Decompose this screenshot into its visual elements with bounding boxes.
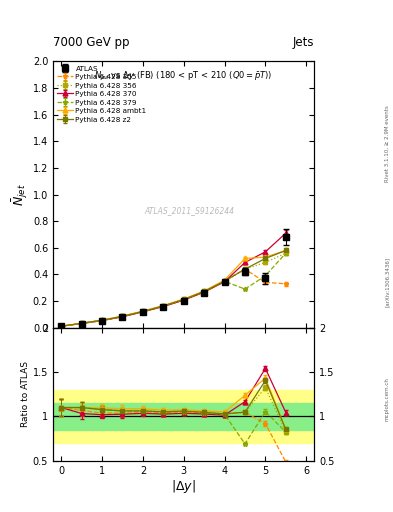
- Text: $N_{jet}$ vs $\Delta y$ (FB) (180 < pT < 210 ($Q0=\bar{p}T$)): $N_{jet}$ vs $\Delta y$ (FB) (180 < pT <…: [94, 70, 273, 82]
- Text: [arXiv:1306.3436]: [arXiv:1306.3436]: [385, 257, 389, 307]
- X-axis label: $|\Delta y|$: $|\Delta y|$: [171, 478, 196, 496]
- Bar: [53, 403, 314, 430]
- Legend: ATLAS, Pythia 6.428 355, Pythia 6.428 356, Pythia 6.428 370, Pythia 6.428 379, P: ATLAS, Pythia 6.428 355, Pythia 6.428 35…: [55, 63, 148, 124]
- Text: Jets: Jets: [293, 36, 314, 49]
- Text: Rivet 3.1.10, ≥ 2.9M events: Rivet 3.1.10, ≥ 2.9M events: [385, 105, 389, 182]
- Y-axis label: Ratio to ATLAS: Ratio to ATLAS: [21, 361, 30, 427]
- Text: ATLAS_2011_S9126244: ATLAS_2011_S9126244: [144, 206, 234, 215]
- Bar: [53, 390, 314, 443]
- Text: mcplots.cern.ch: mcplots.cern.ch: [385, 377, 389, 421]
- Y-axis label: $\bar{N}_{jet}$: $\bar{N}_{jet}$: [11, 183, 30, 206]
- Text: 7000 GeV pp: 7000 GeV pp: [53, 36, 130, 49]
